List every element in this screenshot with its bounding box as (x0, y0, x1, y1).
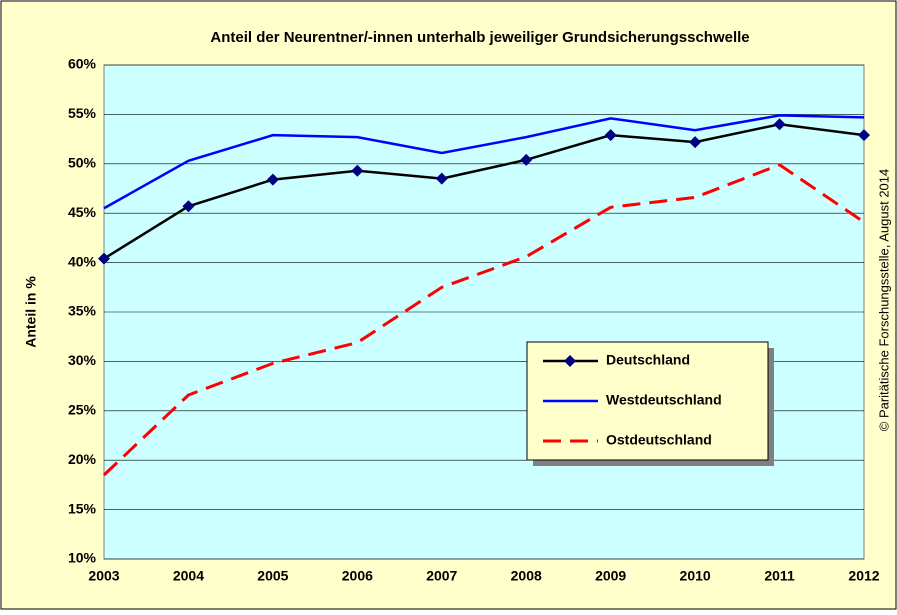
x-tick-label: 2004 (173, 568, 204, 584)
chart-title: Anteil der Neurentner/-innen unterhalb j… (210, 29, 749, 46)
legend-label: Deutschland (606, 352, 690, 368)
y-tick-label: 60% (68, 56, 97, 72)
x-tick-label: 2010 (680, 568, 711, 584)
point-marker (98, 252, 110, 265)
y-tick-label: 30% (68, 352, 97, 368)
series-line (103, 123, 865, 260)
x-tick-label: 2006 (342, 568, 373, 584)
y-tick-label: 15% (68, 500, 97, 516)
series-line (103, 114, 865, 210)
x-tick-label: 2007 (426, 568, 457, 584)
y-tick-label: 20% (68, 451, 97, 467)
y-tick-label: 40% (68, 253, 97, 269)
x-tick-label: 2011 (764, 568, 795, 584)
point-marker (773, 118, 786, 131)
y-tick-label: 10% (68, 550, 97, 566)
y-tick-label: 25% (68, 402, 97, 418)
y-tick-label: 50% (68, 155, 97, 171)
x-tick-label: 2009 (595, 568, 626, 584)
point-marker (689, 136, 702, 149)
point-marker (858, 129, 870, 142)
x-tick-label: 2012 (848, 568, 879, 584)
y-tick-label: 35% (68, 303, 97, 319)
series-line (102, 163, 865, 477)
x-tick-label: 2005 (257, 568, 288, 584)
annotation: © Paritätische Forschungsstelle, August … (876, 169, 891, 432)
x-tick-label: 2008 (511, 568, 542, 584)
legend-marker (564, 355, 576, 367)
point-marker (351, 164, 364, 177)
legend-label: Ostdeutschland (606, 432, 712, 448)
point-marker (604, 129, 617, 142)
y-tick-label: 55% (68, 105, 97, 121)
point-marker (182, 200, 195, 213)
point-marker (520, 153, 533, 166)
y-tick-label: 45% (68, 204, 97, 220)
point-marker (266, 173, 279, 186)
point-marker (435, 172, 448, 185)
x-tick-label: 2003 (88, 568, 119, 584)
legend-label: Westdeutschland (606, 392, 722, 408)
y-axis-label: Anteil in % (23, 276, 39, 348)
